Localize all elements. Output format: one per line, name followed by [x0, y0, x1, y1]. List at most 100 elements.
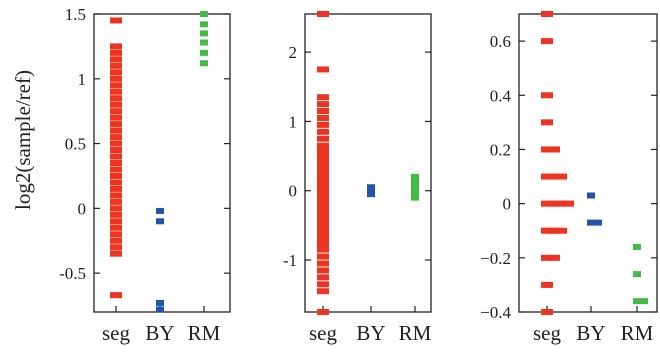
y-tick-label: 0.6: [490, 32, 511, 51]
data-point-seg: [541, 309, 553, 315]
data-point-seg: [317, 146, 329, 153]
data-point-seg: [110, 205, 122, 212]
data-point-seg: [562, 200, 574, 207]
data-point-seg: [110, 198, 122, 205]
x-tick-label-by: BY: [145, 321, 174, 345]
data-point-seg: [555, 173, 567, 180]
data-point-seg: [317, 128, 329, 135]
data-point-by: [156, 306, 164, 313]
plot-frame: [304, 13, 432, 313]
data-point-seg: [317, 177, 329, 184]
data-point-seg: [541, 92, 553, 99]
data-point-seg: [110, 108, 122, 115]
chart-panel-3: 0.6 0.4 0.2 0 −0.2 −0.4 seg BY RM: [480, 11, 658, 345]
x-tick-label-seg: seg: [309, 321, 337, 345]
data-point-seg: [110, 218, 122, 225]
data-point-seg: [110, 49, 122, 56]
data-point-rm: [200, 30, 208, 37]
data-point-rm: [200, 21, 208, 28]
data-point-seg: [110, 62, 122, 69]
data-point-rm: [200, 11, 208, 17]
data-point-seg: [317, 11, 329, 17]
data-point-seg: [541, 119, 553, 126]
data-point-seg: [110, 134, 122, 141]
data-point-rm: [200, 60, 208, 67]
data-point-seg: [317, 243, 329, 250]
data-point-seg: [317, 170, 329, 177]
y-tick-label: 1.5: [65, 5, 86, 24]
y-tick-label: 1: [289, 112, 298, 131]
data-point-seg: [110, 88, 122, 95]
data-point-seg: [541, 173, 553, 180]
data-point-rm: [633, 298, 641, 305]
data-point-seg: [317, 66, 329, 73]
data-point-seg: [541, 146, 553, 153]
data-point-seg: [317, 94, 329, 101]
data-point-seg: [317, 184, 329, 191]
data-point-seg: [110, 121, 122, 128]
data-point-by: [587, 192, 595, 199]
data-point-seg: [317, 239, 329, 246]
data-point-seg: [110, 69, 122, 76]
data-point-seg: [317, 281, 329, 288]
data-point-by: [594, 219, 602, 226]
data-point-seg: [317, 173, 329, 180]
data-point-seg: [110, 43, 122, 50]
data-point-rm: [640, 298, 648, 305]
data-point-seg: [110, 75, 122, 82]
data-point-seg: [317, 191, 329, 198]
data-point-seg: [110, 211, 122, 218]
data-point-rm: [633, 271, 641, 278]
data-point-by: [156, 218, 164, 225]
data-point-seg: [548, 146, 560, 153]
data-point-rm: [411, 191, 419, 198]
y-tick-label: 2: [289, 43, 298, 62]
data-point-seg: [317, 288, 329, 295]
data-point-seg: [110, 56, 122, 63]
data-point-seg: [317, 180, 329, 187]
data-point-seg: [541, 38, 553, 45]
data-point-seg: [110, 185, 122, 192]
data-point-seg: [110, 292, 122, 299]
x-tick-label-rm: RM: [188, 321, 221, 345]
data-point-seg: [110, 101, 122, 108]
data-point-seg: [541, 254, 553, 261]
data-point-seg: [317, 101, 329, 108]
data-point-rm: [411, 187, 419, 194]
data-point-seg: [317, 142, 329, 149]
data-point-seg: [317, 225, 329, 232]
data-point-seg: [317, 246, 329, 253]
data-point-seg: [317, 160, 329, 166]
y-tick-label: 0.5: [65, 135, 86, 154]
data-point-seg: [110, 244, 122, 251]
data-point-seg: [317, 211, 329, 218]
x-tick-label-rm: RM: [621, 321, 654, 345]
data-point-rm: [411, 173, 419, 180]
data-point-seg: [110, 172, 122, 179]
data-point-by: [156, 299, 164, 306]
y-tick-label: 1: [78, 70, 87, 89]
data-point-seg: [317, 156, 329, 163]
data-point-seg: [110, 140, 122, 147]
chart-panel-1: 1.5 1 0.5 0 -0.5 seg BY RM: [59, 5, 231, 345]
data-point-seg: [317, 108, 329, 115]
data-point-rm: [200, 49, 208, 56]
data-point-seg: [541, 11, 553, 17]
data-point-seg: [541, 281, 553, 288]
data-point-seg: [317, 153, 329, 160]
data-point-seg: [548, 227, 560, 234]
y-tick-label: 0: [503, 195, 512, 214]
data-point-by: [367, 191, 375, 198]
data-point-seg: [317, 201, 329, 208]
y-tick-label: −0.2: [480, 249, 511, 268]
data-point-seg: [548, 254, 560, 261]
data-point-rm: [411, 194, 419, 201]
x-tick-label-rm: RM: [399, 321, 432, 345]
data-point-seg: [110, 224, 122, 231]
y-tick-label: 0: [78, 199, 87, 218]
x-tick-label-by: BY: [356, 321, 385, 345]
data-point-seg: [317, 205, 329, 212]
x-tick-label-seg: seg: [533, 321, 561, 345]
y-tick-label: 0.2: [490, 140, 511, 159]
